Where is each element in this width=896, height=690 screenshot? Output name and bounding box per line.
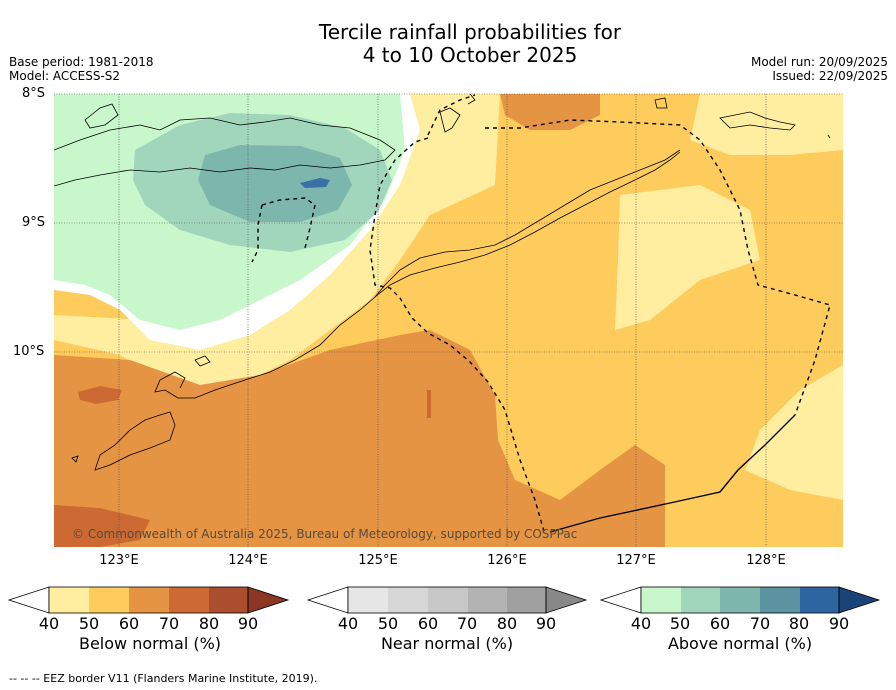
lat-label-10s: 10°S — [13, 344, 45, 359]
eez-border — [251, 94, 831, 536]
cb-above-tick: 60 — [709, 614, 731, 633]
colorbar-below-normal — [7, 586, 290, 614]
coastlines — [54, 94, 831, 471]
cb-below-tick: 80 — [198, 614, 220, 633]
cb-near-tick: 70 — [456, 614, 478, 633]
cb-near-tick: 90 — [535, 614, 557, 633]
colorbar-below-label: Below normal (%) — [78, 634, 222, 653]
probability-field — [54, 94, 843, 547]
eez-solid-segment — [549, 414, 796, 533]
lon-label-125e: 125°E — [358, 553, 398, 568]
cb-above-tick: 50 — [669, 614, 691, 633]
map-title-line1: Tercile rainfall probabilities for — [318, 20, 622, 44]
map-title-line2: 4 to 10 October 2025 — [362, 43, 578, 67]
cb-near-tick: 80 — [496, 614, 518, 633]
colorbar-above-label: Above normal (%) — [667, 634, 813, 653]
lon-label-128e: 128°E — [746, 553, 786, 568]
gridlines — [54, 93, 843, 547]
cb-above-tick: 90 — [828, 614, 850, 633]
cb-above-tick: 70 — [749, 614, 771, 633]
lon-label-127e: 127°E — [616, 553, 656, 568]
cb-below-tick: 50 — [78, 614, 100, 633]
colorbar-near-label: Near normal (%) — [380, 634, 514, 653]
eez-footnote: -- -- -- EEZ border V11 (Flanders Marine… — [9, 672, 318, 685]
colorbar-near-normal — [306, 586, 588, 614]
model-name: Model: ACCESS-S2 — [9, 69, 121, 83]
cb-near-tick: 60 — [417, 614, 439, 633]
base-period: Base period: 1981-2018 — [9, 55, 154, 69]
copyright-notice: © Commonwealth of Australia 2025, Bureau… — [72, 527, 578, 541]
lat-label-8s: 8°S — [22, 86, 46, 101]
cb-below-tick: 60 — [118, 614, 140, 633]
cb-near-tick: 50 — [377, 614, 399, 633]
model-run: Model run: 20/09/2025 — [750, 55, 888, 69]
lat-label-9s: 9°S — [22, 215, 46, 230]
colorbar-above-normal — [599, 586, 881, 614]
cb-below-tick: 40 — [38, 614, 60, 633]
issued-date: Issued: 22/09/2025 — [772, 69, 888, 83]
lon-label-126e: 126°E — [487, 553, 527, 568]
cb-near-tick: 40 — [337, 614, 359, 633]
lon-label-124e: 124°E — [228, 553, 268, 568]
cb-above-tick: 40 — [630, 614, 652, 633]
lon-label-123e: 123°E — [99, 553, 139, 568]
cb-below-tick: 70 — [158, 614, 180, 633]
cb-above-tick: 80 — [788, 614, 810, 633]
cb-below-tick: 90 — [237, 614, 259, 633]
